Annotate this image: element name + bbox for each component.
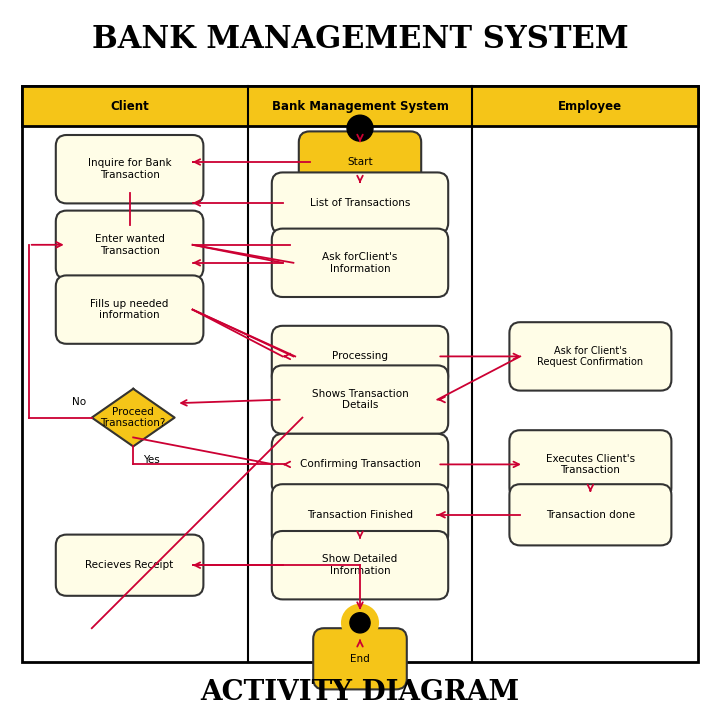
- FancyBboxPatch shape: [272, 229, 448, 297]
- Circle shape: [342, 605, 378, 641]
- FancyBboxPatch shape: [272, 366, 448, 433]
- FancyBboxPatch shape: [56, 276, 203, 344]
- FancyBboxPatch shape: [509, 485, 671, 546]
- FancyBboxPatch shape: [56, 135, 203, 204]
- Text: Start: Start: [347, 157, 373, 167]
- Text: No: No: [72, 397, 86, 407]
- Text: Recieves Receipt: Recieves Receipt: [86, 560, 174, 570]
- Text: Ask for Client's
Request Confirmation: Ask for Client's Request Confirmation: [537, 346, 644, 367]
- FancyBboxPatch shape: [272, 531, 448, 599]
- Polygon shape: [92, 389, 174, 446]
- Text: Ask forClient's
Information: Ask forClient's Information: [323, 252, 397, 274]
- Text: Processing: Processing: [332, 351, 388, 361]
- FancyBboxPatch shape: [272, 326, 448, 387]
- FancyBboxPatch shape: [272, 485, 448, 546]
- Text: Fills up needed
information: Fills up needed information: [91, 299, 168, 320]
- Text: ACTIVITY DIAGRAM: ACTIVITY DIAGRAM: [200, 679, 520, 706]
- FancyBboxPatch shape: [313, 628, 407, 690]
- Text: Client: Client: [110, 99, 149, 113]
- Text: End: End: [350, 654, 370, 664]
- FancyBboxPatch shape: [272, 433, 448, 495]
- Text: List of Transactions: List of Transactions: [310, 198, 410, 208]
- Text: Proceed
Transaction?: Proceed Transaction?: [101, 407, 166, 428]
- FancyBboxPatch shape: [272, 173, 448, 234]
- Text: Enter wanted
Transaction: Enter wanted Transaction: [94, 234, 165, 256]
- FancyBboxPatch shape: [299, 132, 421, 192]
- FancyBboxPatch shape: [56, 211, 203, 279]
- Text: Show Detailed
Information: Show Detailed Information: [323, 554, 397, 576]
- Text: Confirming Transaction: Confirming Transaction: [300, 459, 420, 469]
- Bar: [22, 86, 698, 126]
- Circle shape: [347, 115, 373, 141]
- Text: Inquire for Bank
Transaction: Inquire for Bank Transaction: [88, 158, 171, 180]
- FancyBboxPatch shape: [509, 323, 671, 390]
- FancyBboxPatch shape: [56, 534, 203, 596]
- Text: Yes: Yes: [143, 455, 160, 465]
- Circle shape: [350, 613, 370, 633]
- Text: Employee: Employee: [558, 99, 623, 113]
- Text: Transaction done: Transaction done: [546, 510, 635, 520]
- Text: Bank Management System: Bank Management System: [271, 99, 449, 113]
- Text: Transaction Finished: Transaction Finished: [307, 510, 413, 520]
- Text: BANK MANAGEMENT SYSTEM: BANK MANAGEMENT SYSTEM: [91, 24, 629, 55]
- Bar: [22, 86, 698, 662]
- FancyBboxPatch shape: [509, 431, 671, 499]
- Text: Shows Transaction
Details: Shows Transaction Details: [312, 389, 408, 410]
- Text: Executes Client's
Transaction: Executes Client's Transaction: [546, 454, 635, 475]
